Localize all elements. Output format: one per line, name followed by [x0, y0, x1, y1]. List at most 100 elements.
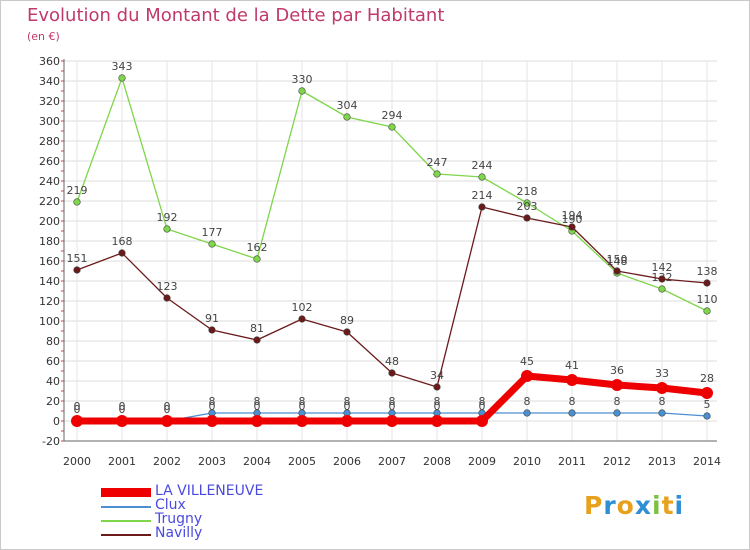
la-villeneuve-data-label: 0	[434, 400, 441, 413]
la-villeneuve-data-label: 0	[299, 400, 306, 413]
navilly-point	[253, 336, 261, 344]
legend-swatch-la-villeneuve	[101, 488, 151, 497]
y-tick-label: 340	[39, 75, 60, 88]
navilly-data-label: 203	[517, 200, 538, 213]
y-tick-label: 180	[39, 235, 60, 248]
x-tick-label: 2013	[648, 455, 676, 468]
la-villeneuve-point	[206, 415, 218, 427]
navilly-point	[163, 294, 171, 302]
trugny-data-label: 219	[67, 184, 88, 197]
y-tick-label: 40	[46, 375, 60, 388]
la-villeneuve-data-label: 41	[565, 359, 579, 372]
trugny-point	[73, 198, 81, 206]
navilly-data-label: 81	[250, 322, 264, 335]
clux-data-label: 8	[614, 395, 621, 408]
legend-label-clux: Clux	[155, 497, 186, 513]
navilly-data-label: 194	[562, 209, 583, 222]
x-tick-label: 2007	[378, 455, 406, 468]
trugny-data-label: 330	[292, 73, 313, 86]
navilly-data-label: 91	[205, 312, 219, 325]
navilly-point	[658, 275, 666, 283]
clux-point	[703, 412, 711, 420]
la-villeneuve-data-label: 28	[700, 372, 714, 385]
x-tick-label: 2011	[558, 455, 586, 468]
clux-data-label: 8	[434, 395, 441, 408]
trugny-point	[298, 87, 306, 95]
la-villeneuve-data-label: 0	[119, 400, 126, 413]
clux-point	[523, 409, 531, 417]
la-villeneuve-point	[431, 415, 443, 427]
navilly-data-label: 151	[67, 252, 88, 265]
legend-swatch-clux	[101, 506, 151, 508]
la-villeneuve-point	[116, 415, 128, 427]
legend-item-la-villeneuve: LA VILLENEUVE	[101, 483, 321, 499]
logo-letter: i	[674, 491, 685, 520]
clux-data-label: 5	[704, 398, 711, 411]
trugny-data-label: 294	[382, 109, 403, 122]
trugny-point	[433, 170, 441, 178]
x-tick-label: 2000	[63, 455, 91, 468]
la-villeneuve-data-label: 36	[610, 364, 624, 377]
y-tick-label: 20	[46, 395, 60, 408]
x-tick-label: 2009	[468, 455, 496, 468]
navilly-data-label: 214	[472, 189, 493, 202]
clux-point	[613, 409, 621, 417]
logo-letter: P	[584, 491, 604, 520]
y-tick-label: 300	[39, 115, 60, 128]
proxiti-logo: Proxiti	[584, 491, 684, 520]
y-tick-label: 260	[39, 155, 60, 168]
legend-label-trugny: Trugny	[155, 511, 203, 527]
la-villeneuve-point	[656, 382, 668, 394]
navilly-point	[208, 326, 216, 334]
logo-letter: i	[652, 491, 662, 520]
trugny-point	[343, 113, 351, 121]
y-tick-label: 140	[39, 275, 60, 288]
la-villeneuve-data-label: 0	[74, 400, 81, 413]
logo-letter: r	[603, 491, 617, 520]
clux-data-label: 8	[209, 395, 216, 408]
x-tick-label: 2014	[693, 455, 721, 468]
la-villeneuve-data-label: 33	[655, 367, 669, 380]
clux-data-label: 0	[164, 403, 171, 416]
legend: LA VILLENEUVE Clux Trugny Navilly	[101, 483, 321, 541]
navilly-point	[523, 214, 531, 222]
trugny-point	[253, 255, 261, 263]
navilly-point	[343, 328, 351, 336]
la-villeneuve-point	[341, 415, 353, 427]
la-villeneuve-point	[386, 415, 398, 427]
la-villeneuve-point	[296, 415, 308, 427]
y-tick-label: 160	[39, 255, 60, 268]
x-tick-label: 2005	[288, 455, 316, 468]
trugny-data-label: 244	[472, 159, 493, 172]
navilly-data-label: 123	[157, 280, 178, 293]
navilly-data-label: 102	[292, 301, 313, 314]
clux-data-label: 8	[659, 395, 666, 408]
navilly-data-label: 138	[697, 265, 718, 278]
legend-item-navilly: Navilly	[101, 525, 321, 541]
clux-data-label: 8	[479, 395, 486, 408]
la-villeneuve-point	[521, 370, 533, 382]
x-tick-label: 2010	[513, 455, 541, 468]
la-villeneuve-data-label: 0	[344, 400, 351, 413]
chart-title: Evolution du Montant de la Dette par Hab…	[27, 5, 445, 26]
navilly-point	[478, 203, 486, 211]
navilly-data-label: 48	[385, 355, 399, 368]
y-tick-label: 100	[39, 315, 60, 328]
trugny-point	[658, 285, 666, 293]
logo-letter: o	[616, 491, 635, 520]
x-tick-label: 2001	[108, 455, 136, 468]
navilly-data-label: 34	[430, 369, 444, 382]
y-tick-label: 80	[46, 335, 60, 348]
la-villeneuve-data-label: 0	[164, 400, 171, 413]
y-tick-label: 60	[46, 355, 60, 368]
y-tick-label: 220	[39, 195, 60, 208]
legend-label-navilly: Navilly	[155, 525, 203, 541]
navilly-data-label: 168	[112, 235, 133, 248]
trugny-point	[163, 225, 171, 233]
navilly-data-label: 142	[652, 261, 673, 274]
legend-swatch-navilly	[101, 534, 151, 536]
x-tick-label: 2003	[198, 455, 226, 468]
trugny-data-label: 343	[112, 60, 133, 73]
y-tick-label: 320	[39, 95, 60, 108]
